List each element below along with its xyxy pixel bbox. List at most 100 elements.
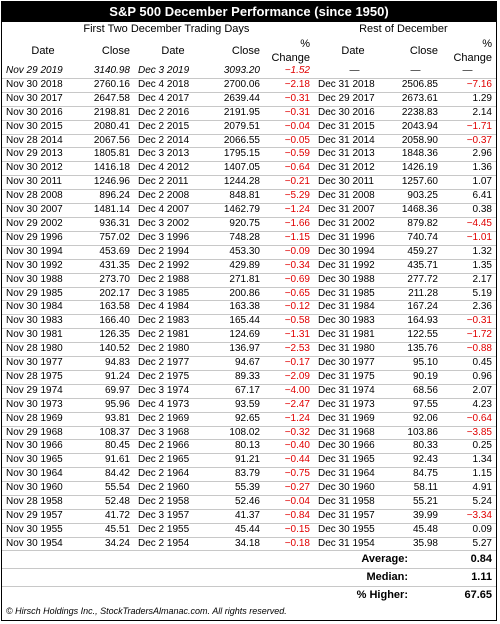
cell-year-end-date: Dec 31 2015 — [318, 120, 375, 132]
cell-year-end-date: Dec 30 2016 — [318, 106, 375, 118]
cell-end-close: 67.17 — [234, 384, 260, 396]
cell-start-date: Nov 29 1996 — [6, 231, 63, 243]
cell-end-close: 1407.05 — [223, 162, 260, 174]
cell-year-end-close: 1257.60 — [401, 176, 438, 188]
cell-pct-change-first-days: −5.29 — [284, 190, 310, 202]
cell-start-date: Nov 28 2008 — [6, 190, 63, 202]
cell-year-end-date: Dec 30 1977 — [318, 357, 375, 369]
cell-start-close: 453.69 — [99, 245, 130, 257]
table-row: Nov 30 1973 95.96 Dec 4 1973 93.59 −2.47 Dec … — [2, 398, 496, 412]
cell-year-end-close: 84.75 — [412, 468, 438, 480]
table-title: S&P 500 December Performance (since 1950… — [2, 2, 496, 22]
cell-year-end-date: Dec 31 2014 — [318, 134, 375, 146]
cell-end-close: 83.79 — [234, 468, 260, 480]
cell-year-end-date: Dec 31 1957 — [318, 510, 375, 521]
cell-start-date: Nov 29 2013 — [6, 148, 63, 160]
cell-start-close: 431.35 — [99, 259, 130, 271]
summary-value: 67.65 — [464, 589, 492, 601]
cell-start-close: 91.24 — [104, 370, 130, 382]
table-row: Nov 29 1996 757.02 Dec 3 1996 748.28 −1.15 De… — [2, 231, 496, 245]
table-row: Nov 30 1955 45.51 Dec 2 1955 45.44 −0.15 Dec … — [2, 523, 496, 537]
cell-pct-change-rest: −3.85 — [466, 426, 492, 438]
table-row: Nov 30 2015 2080.41 Dec 2 2015 2079.51 −0.04… — [2, 120, 496, 134]
cell-end-date: Dec 4 1973 — [138, 398, 190, 410]
group-rest-of-december: Rest of December — [359, 23, 448, 35]
cell-start-close: 896.24 — [99, 190, 130, 202]
cell-end-close: 2191.95 — [223, 106, 260, 118]
cell-end-date: Dec 2 1966 — [138, 440, 190, 452]
cell-year-end-date: Dec 31 1975 — [318, 370, 375, 382]
cell-year-end-close: 35.98 — [412, 537, 438, 549]
cell-start-date: Nov 30 1960 — [6, 482, 63, 494]
cell-pct-change-first-days: −0.05 — [284, 134, 310, 146]
cell-pct-change-first-days: −1.24 — [284, 204, 310, 216]
summary-value: 0.84 — [470, 553, 492, 565]
cell-end-close: 93.59 — [234, 398, 260, 410]
cell-start-close: 91.61 — [104, 454, 130, 466]
cell-start-date: Nov 30 1954 — [6, 537, 63, 549]
cell-start-close: 55.54 — [104, 482, 130, 494]
col-header-pct-change: % Change — [271, 38, 310, 64]
cell-start-close: 1805.81 — [93, 148, 130, 160]
summary-row-average: Average: 0.84 — [2, 550, 496, 568]
cell-pct-change-first-days: −0.34 — [284, 259, 310, 271]
cell-start-date: Nov 30 1981 — [6, 329, 63, 341]
table-row: Nov 30 2007 1481.14 Dec 4 2007 1462.79 −1.24… — [2, 203, 496, 218]
cell-end-date: Dec 2 1994 — [138, 245, 190, 257]
cell-year-end-close: 2058.90 — [401, 134, 438, 146]
cell-pct-change-rest: −7.16 — [466, 78, 492, 90]
cell-pct-change-rest: 1.32 — [472, 245, 492, 257]
cell-pct-change-rest: 0.25 — [472, 440, 492, 452]
cell-start-date: Nov 30 2018 — [6, 78, 63, 90]
cell-year-end-date: Dec 31 1968 — [318, 426, 375, 438]
cell-start-close: 95.96 — [104, 398, 130, 410]
table-row: Nov 30 1984 163.58 Dec 4 1984 163.38 −0.12 De… — [2, 300, 496, 315]
cell-end-date: Dec 2 2008 — [138, 190, 190, 202]
cell-year-end-close: 2043.94 — [401, 120, 438, 132]
cell-year-end-close: 164.93 — [407, 315, 438, 327]
col-header-pct-change: % Change — [453, 38, 492, 64]
cell-start-date: Nov 30 1994 — [6, 245, 63, 257]
cell-year-end-date: Dec 31 1974 — [318, 384, 375, 396]
cell-start-date: Nov 29 1974 — [6, 384, 63, 396]
cell-start-date: Nov 30 2012 — [6, 162, 63, 174]
cell-end-date: Dec 4 2012 — [138, 162, 190, 174]
cell-end-close: 34.18 — [234, 537, 260, 549]
cell-pct-change-first-days: −0.04 — [284, 120, 310, 132]
cell-pct-change-first-days: −0.69 — [284, 273, 310, 285]
cell-start-date: Nov 30 1964 — [6, 468, 63, 480]
cell-start-close: 140.52 — [99, 343, 130, 355]
cell-start-close: 1416.18 — [93, 162, 130, 174]
cell-year-end-date: Dec 30 1988 — [318, 273, 375, 285]
cell-end-date: Dec 2 2011 — [138, 176, 189, 188]
cell-end-date: Dec 3 2002 — [138, 217, 190, 229]
table-row: Nov 29 1985 202.17 Dec 3 1985 200.86 −0.65 De… — [2, 287, 496, 301]
cell-year-end-date: Dec 31 2008 — [318, 190, 375, 202]
cell-end-close: 1795.15 — [223, 148, 260, 160]
cell-start-date: Nov 29 2002 — [6, 217, 63, 229]
cell-pct-change-first-days: −2.47 — [284, 398, 310, 410]
col-header-date: Date — [31, 45, 55, 57]
cell-pct-change-first-days: −0.04 — [284, 496, 310, 508]
cell-year-end-close: 45.48 — [412, 523, 438, 535]
cell-year-end-date: Dec 29 2017 — [318, 92, 375, 104]
table-body: Nov 29 2019 3140.98 Dec 3 2019 3093.20 −1.52… — [2, 65, 496, 551]
cell-pct-change-first-days: −0.84 — [284, 510, 310, 521]
cell-end-date: Dec 3 2013 — [138, 148, 190, 160]
cell-start-date: Nov 30 1955 — [6, 523, 63, 535]
cell-start-date: Nov 30 1966 — [6, 440, 63, 452]
cell-end-close: 94.67 — [234, 357, 260, 369]
december-performance-table: Date Close Date Close % Change Date Clos… — [2, 37, 496, 551]
cell-year-end-date: Dec 31 1985 — [318, 287, 375, 299]
summary-label: Average: — [361, 553, 408, 565]
cell-pct-change-rest: 6.41 — [472, 190, 492, 202]
table-row: Nov 30 1977 94.83 Dec 2 1977 94.67 −0.17 Dec … — [2, 356, 496, 371]
cell-end-date: Dec 3 2019 — [138, 65, 190, 76]
table-row: Nov 30 2012 1416.18 Dec 4 2012 1407.05 −0.64… — [2, 161, 496, 176]
cell-year-end-close: 95.10 — [412, 357, 438, 369]
col-header-date: Date — [341, 45, 365, 57]
table-row: Nov 30 1965 91.61 Dec 2 1965 91.21 −0.44 Dec … — [2, 453, 496, 468]
cell-end-date: Dec 2 2015 — [138, 120, 190, 132]
cell-year-end-date: Dec 31 1980 — [318, 343, 375, 355]
summary-label: % Higher: — [356, 589, 408, 601]
